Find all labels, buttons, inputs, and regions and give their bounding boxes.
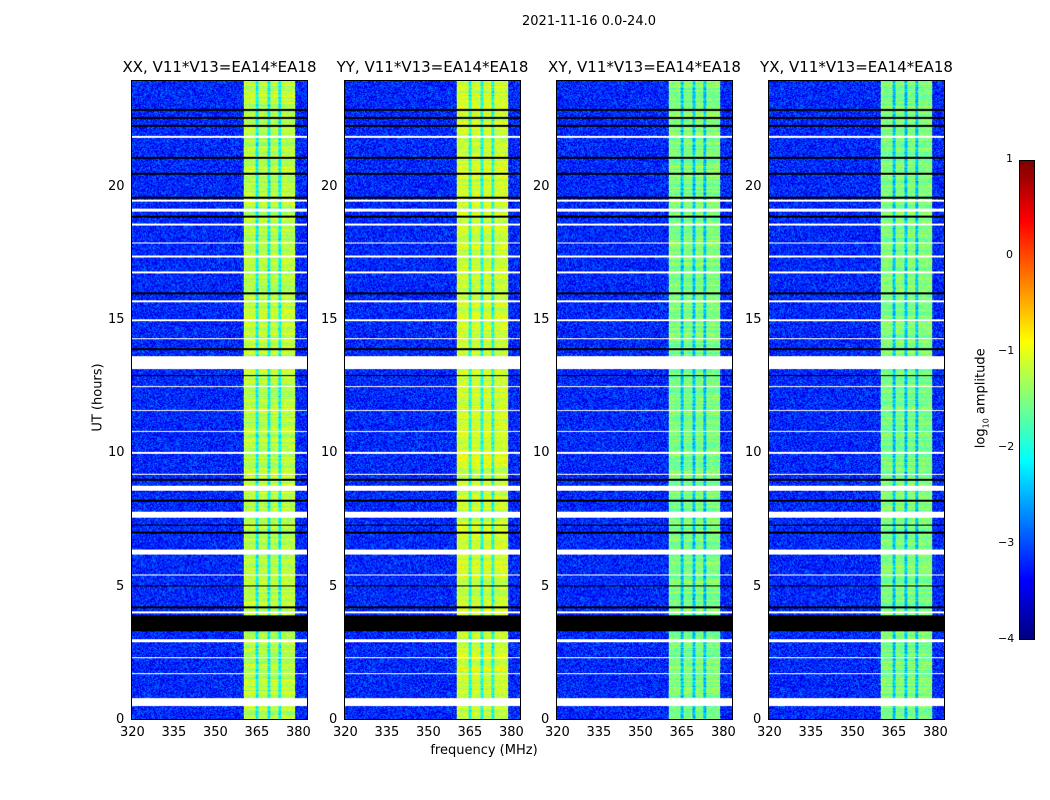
x-tick-label: 335 bbox=[374, 725, 400, 740]
colorbar-label-sub: 10 bbox=[981, 418, 991, 429]
x-tick-label: 350 bbox=[839, 725, 865, 740]
panel-title: XY, V11*V13=EA14*EA18 bbox=[548, 58, 741, 76]
x-tick-label: 320 bbox=[545, 725, 570, 740]
waterfall-heatmap bbox=[768, 80, 945, 720]
x-tick-label: 350 bbox=[627, 725, 653, 740]
y-tick-label: 20 bbox=[745, 178, 762, 194]
x-tick-label: 350 bbox=[202, 725, 228, 740]
x-tick-label: 380 bbox=[922, 725, 948, 740]
panel-title: YY, V11*V13=EA14*EA18 bbox=[336, 58, 529, 76]
waterfall-heatmap bbox=[556, 80, 733, 720]
y-tick-label: 5 bbox=[541, 578, 550, 594]
x-tick-label: 335 bbox=[586, 725, 612, 740]
waterfall-heatmap bbox=[131, 80, 308, 720]
x-tick-label: 365 bbox=[244, 725, 270, 740]
y-tick-label: 0 bbox=[116, 712, 125, 727]
x-tick-label: 365 bbox=[457, 725, 483, 740]
colorbar-label-rest: amplitude bbox=[973, 348, 989, 419]
y-tick-label: 10 bbox=[321, 445, 338, 461]
y-tick-label: 0 bbox=[753, 712, 762, 727]
y-tick-label: 5 bbox=[116, 578, 125, 594]
waterfall-heatmap bbox=[344, 80, 521, 720]
x-tick-label: 320 bbox=[120, 725, 145, 740]
y-tick-label: 20 bbox=[533, 178, 550, 194]
y-tick-label: 10 bbox=[745, 445, 762, 461]
x-tick-label: 380 bbox=[498, 725, 524, 740]
y-tick-label: 10 bbox=[533, 445, 550, 461]
y-tick-label: 0 bbox=[329, 712, 338, 727]
colorbar-tick-label: −2 bbox=[998, 440, 1015, 453]
x-tick-label: 365 bbox=[669, 725, 695, 740]
y-tick-label: 5 bbox=[753, 578, 762, 594]
y-tick-label: 5 bbox=[329, 578, 338, 594]
x-tick-label: 365 bbox=[881, 725, 907, 740]
panel-title: YX, V11*V13=EA14*EA18 bbox=[760, 58, 953, 76]
colorbar-label-log: log bbox=[973, 428, 989, 449]
y-axis-label: UT (hours) bbox=[90, 363, 106, 432]
y-tick-label: 10 bbox=[108, 445, 125, 461]
x-tick-label: 380 bbox=[710, 725, 736, 740]
y-tick-label: 15 bbox=[533, 312, 550, 327]
colorbar-tick-label: 1 bbox=[1006, 152, 1013, 165]
x-tick-label: 380 bbox=[285, 725, 311, 740]
x-tick-label: 335 bbox=[161, 725, 187, 740]
colorbar-tick-label: −3 bbox=[998, 536, 1015, 549]
x-tick-label: 320 bbox=[333, 725, 358, 740]
colorbar-label: log10 amplitude bbox=[974, 338, 991, 458]
colorbar-tick-label: −4 bbox=[998, 632, 1015, 645]
x-axis-label: frequency (MHz) bbox=[430, 743, 538, 758]
y-tick-label: 15 bbox=[321, 312, 338, 327]
colorbar-tick-label: 0 bbox=[1006, 248, 1013, 261]
x-tick-label: 350 bbox=[415, 725, 441, 740]
y-tick-label: 20 bbox=[108, 178, 125, 194]
x-tick-label: 320 bbox=[757, 725, 782, 740]
panel-title: XX, V11*V13=EA14*EA18 bbox=[122, 58, 317, 76]
figure-title: 2021-11-16 0.0-24.0 bbox=[522, 14, 656, 29]
colorbar-tick-label: −1 bbox=[998, 344, 1015, 357]
y-tick-label: 15 bbox=[745, 312, 762, 327]
y-tick-label: 15 bbox=[108, 312, 125, 327]
colorbar bbox=[1019, 160, 1035, 640]
y-tick-label: 20 bbox=[321, 178, 338, 194]
x-tick-label: 335 bbox=[798, 725, 824, 740]
y-tick-label: 0 bbox=[541, 712, 550, 727]
